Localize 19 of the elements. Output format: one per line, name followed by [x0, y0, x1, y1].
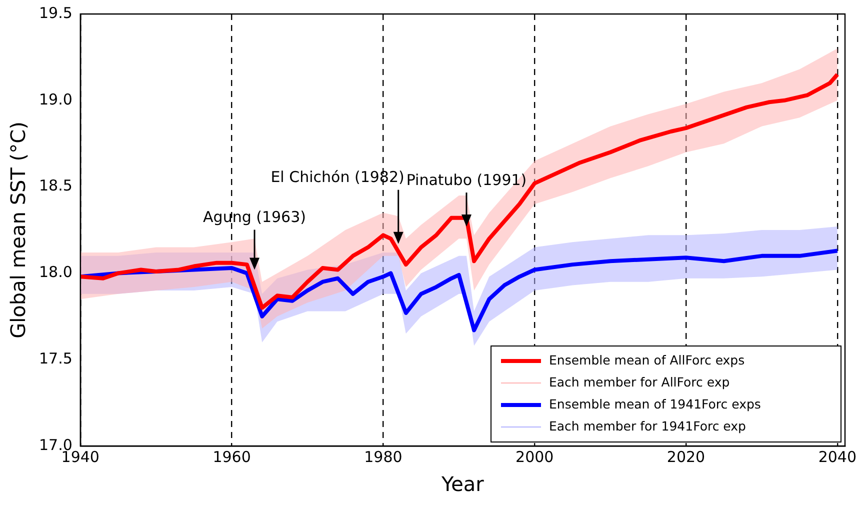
- legend-label: Ensemble mean of 1941Forc exps: [549, 396, 761, 412]
- y-tick-label: 18.0: [38, 263, 72, 282]
- legend-label: Each member for AllForc exp: [549, 374, 730, 390]
- x-axis-title: Year: [440, 472, 485, 496]
- legend-label: Ensemble mean of AllForc exps: [549, 352, 745, 368]
- y-axis-title: Global mean SST (°C): [6, 122, 30, 338]
- annotation: Agung (1963): [203, 208, 306, 226]
- x-tick-label: 2040: [818, 448, 857, 466]
- legend-label: Each member for 1941Forc exp: [549, 418, 746, 434]
- y-tick-label: 19.5: [38, 4, 72, 22]
- annotation: Pinatubo (1991): [406, 170, 527, 189]
- x-tick-label: 2020: [666, 448, 706, 466]
- annotation: El Chichón (1982): [270, 168, 404, 186]
- x-tick-label: 1980: [364, 448, 402, 466]
- y-tick-label: 18.5: [38, 176, 72, 195]
- y-tick-label: 19.0: [38, 90, 72, 108]
- y-tick-label: 17.5: [38, 349, 72, 368]
- x-tick-label: 2000: [516, 448, 554, 466]
- x-tick-label: 1960: [212, 448, 251, 466]
